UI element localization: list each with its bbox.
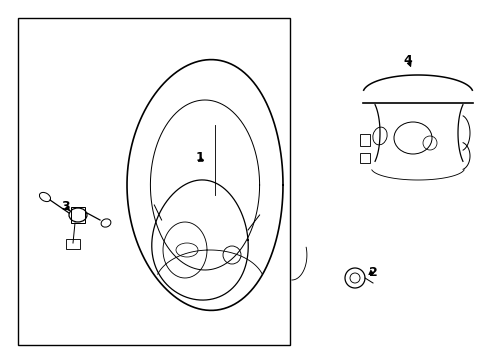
Text: 2: 2 [368, 266, 377, 279]
Bar [359, 153, 369, 163]
Bar [18, 18, 289, 345]
Text: 1: 1 [195, 152, 204, 165]
Text: 3: 3 [61, 201, 70, 213]
Bar [71, 207, 85, 223]
Bar [66, 239, 80, 249]
Text: 4: 4 [403, 54, 411, 67]
Bar [359, 134, 369, 146]
